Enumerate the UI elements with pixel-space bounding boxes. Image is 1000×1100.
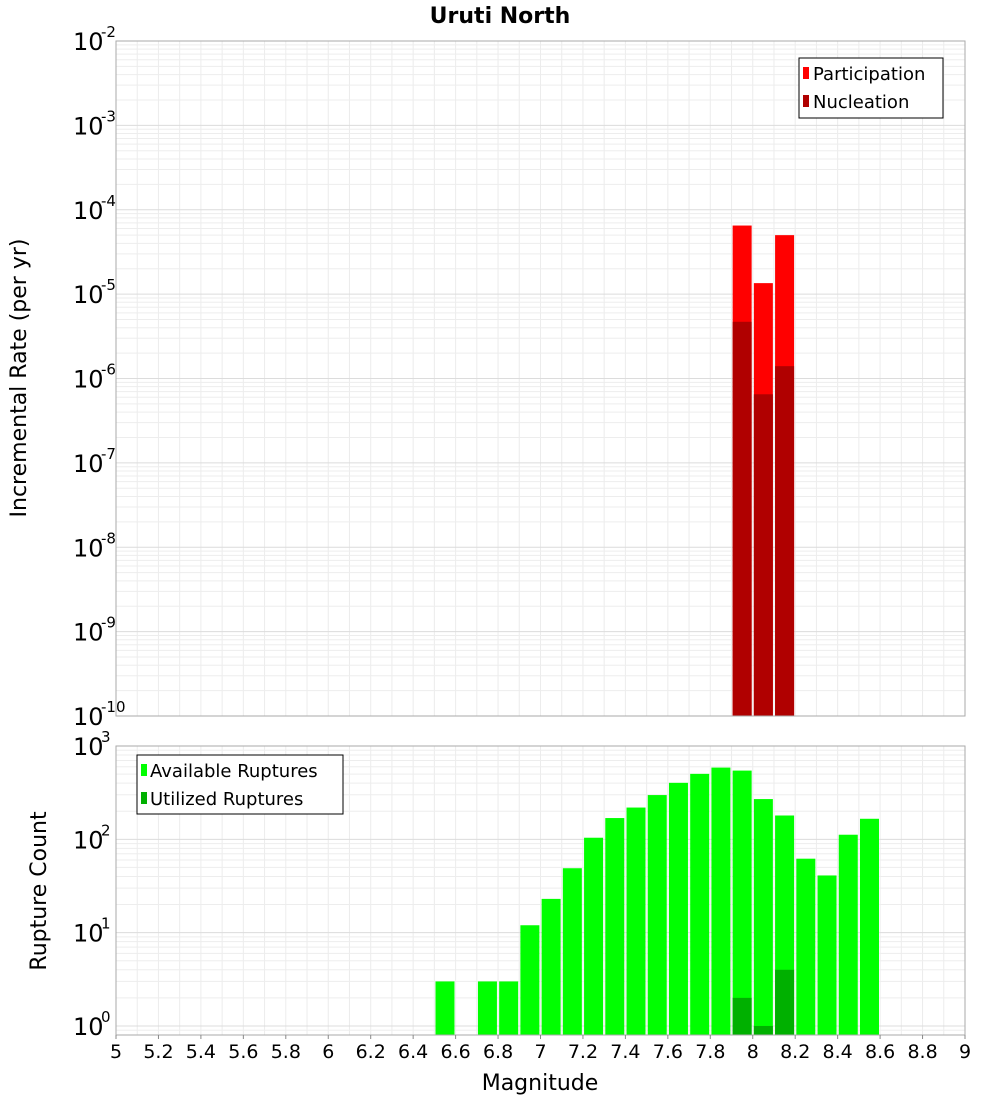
legend-label-utilized-ruptures: Utilized Ruptures bbox=[150, 789, 303, 810]
bottom-bar-available-ruptures bbox=[838, 834, 858, 1035]
top-y-tick-exponent: -8 bbox=[101, 529, 116, 547]
bottom-bar-available-ruptures bbox=[584, 837, 604, 1035]
x-tick-label: 8 bbox=[747, 1041, 759, 1063]
bottom-y-tick-label: 10 bbox=[73, 1013, 104, 1041]
top-y-tick-label: 10 bbox=[73, 281, 104, 309]
top-y-tick-exponent: -9 bbox=[101, 614, 116, 632]
top-y-tick-label: 10 bbox=[73, 366, 104, 394]
bottom-y-tick-exponent: 2 bbox=[101, 821, 111, 839]
top-y-tick-exponent: -4 bbox=[101, 192, 116, 210]
bottom-bar-available-ruptures bbox=[435, 981, 455, 1035]
top-gridlines bbox=[115, 40, 966, 717]
legend-swatch-utilized-ruptures bbox=[141, 792, 147, 804]
bottom-bar-utilized-ruptures bbox=[732, 997, 752, 1035]
bottom-bars bbox=[435, 767, 879, 1035]
legend-label-available-ruptures: Available Ruptures bbox=[150, 761, 318, 782]
bottom-bar-available-ruptures bbox=[690, 773, 710, 1035]
top-y-tick-exponent: -7 bbox=[101, 445, 116, 463]
bottom-bar-available-ruptures bbox=[711, 767, 731, 1035]
top-plot-frame bbox=[115, 40, 966, 717]
top-bars bbox=[732, 225, 795, 716]
bottom-bar-available-ruptures bbox=[817, 875, 837, 1035]
bottom-bar-utilized-ruptures bbox=[775, 969, 795, 1035]
bottom-bar-available-ruptures bbox=[668, 782, 688, 1035]
bottom-bar-available-ruptures bbox=[499, 981, 519, 1035]
bottom-bar-available-ruptures bbox=[562, 868, 582, 1035]
legend-label-participation: Participation bbox=[813, 64, 925, 85]
top-y-tick-exponent: -10 bbox=[101, 698, 126, 716]
top-bar-nucleation bbox=[753, 394, 773, 716]
bottom-y-tick-label: 10 bbox=[73, 920, 104, 948]
chart-title: Uruti North bbox=[430, 4, 571, 29]
top-bar-nucleation bbox=[732, 321, 752, 716]
x-tick-label: 8.8 bbox=[907, 1041, 937, 1063]
bottom-y-tick-label: 10 bbox=[73, 826, 104, 854]
bottom-y-tick-exponent: 3 bbox=[101, 728, 111, 746]
bottom-bar-available-ruptures bbox=[753, 799, 773, 1035]
x-tick-label: 5.4 bbox=[186, 1041, 216, 1063]
x-tick-label: 5 bbox=[110, 1041, 122, 1063]
bottom-bar-available-ruptures bbox=[647, 795, 667, 1035]
x-tick-label: 6.8 bbox=[483, 1041, 513, 1063]
bottom-y-axis-label: Rupture Count bbox=[27, 811, 52, 971]
bottom-bar-available-ruptures bbox=[520, 925, 540, 1035]
top-y-tick-exponent: -3 bbox=[101, 107, 116, 125]
top-panel: 10-210-310-410-510-610-710-810-910-10 In… bbox=[7, 23, 966, 731]
top-y-ticks: 10-210-310-410-510-610-710-810-910-10 bbox=[73, 23, 126, 731]
x-tick-label: 8.4 bbox=[823, 1041, 853, 1063]
top-legend-box bbox=[798, 57, 944, 119]
x-tick-label: 6.4 bbox=[398, 1041, 428, 1063]
legend-swatch-nucleation bbox=[803, 95, 809, 107]
top-y-tick-label: 10 bbox=[73, 197, 104, 225]
x-tick-label: 7.8 bbox=[695, 1041, 725, 1063]
x-axis-label: Magnitude bbox=[482, 1071, 599, 1096]
top-y-tick-label: 10 bbox=[73, 534, 104, 562]
top-y-tick-exponent: -2 bbox=[101, 23, 116, 41]
x-tick-label: 5.6 bbox=[228, 1041, 258, 1063]
legend-swatch-participation bbox=[803, 67, 809, 79]
bottom-bar-available-ruptures bbox=[626, 807, 646, 1035]
legend-label-nucleation: Nucleation bbox=[813, 92, 909, 113]
bottom-bar-available-ruptures bbox=[477, 981, 497, 1035]
bottom-y-tick-label: 10 bbox=[73, 733, 104, 761]
x-tick-label: 6 bbox=[322, 1041, 334, 1063]
x-tick-label: 7.4 bbox=[610, 1041, 640, 1063]
top-y-tick-exponent: -6 bbox=[101, 361, 116, 379]
x-tick-label: 8.2 bbox=[780, 1041, 810, 1063]
bottom-bar-available-ruptures bbox=[541, 898, 561, 1035]
x-tick-label: 7 bbox=[534, 1041, 546, 1063]
x-tick-label: 6.6 bbox=[440, 1041, 470, 1063]
top-y-axis-label: Incremental Rate (per yr) bbox=[7, 239, 32, 518]
top-y-tick-label: 10 bbox=[73, 703, 104, 731]
bottom-bar-available-ruptures bbox=[732, 770, 752, 1035]
x-tick-label: 7.6 bbox=[653, 1041, 683, 1063]
top-y-tick-label: 10 bbox=[73, 450, 104, 478]
bottom-legend-box bbox=[136, 754, 344, 815]
bottom-bar-available-ruptures bbox=[796, 858, 816, 1035]
x-tick-label: 9 bbox=[959, 1041, 971, 1063]
bottom-bar-available-ruptures bbox=[859, 818, 879, 1035]
x-tick-label: 7.2 bbox=[568, 1041, 598, 1063]
top-y-tick-exponent: -5 bbox=[101, 276, 116, 294]
top-y-tick-label: 10 bbox=[73, 28, 104, 56]
bottom-bar-utilized-ruptures bbox=[753, 1025, 773, 1035]
bottom-bar-available-ruptures bbox=[605, 818, 625, 1035]
bottom-y-tick-exponent: 0 bbox=[101, 1008, 111, 1026]
x-tick-label: 5.8 bbox=[271, 1041, 301, 1063]
x-tick-label: 5.2 bbox=[143, 1041, 173, 1063]
top-y-tick-label: 10 bbox=[73, 112, 104, 140]
top-y-tick-label: 10 bbox=[73, 619, 104, 647]
x-tick-label: 6.2 bbox=[356, 1041, 386, 1063]
top-legend: Participation Nucleation bbox=[798, 57, 944, 119]
bottom-y-tick-exponent: 1 bbox=[101, 915, 111, 933]
bottom-x-ticks: 5 5.2 5.4 5.6 5.8 6 6.2 6.4 6.6 6.8 7 7.2 7.4 7.6 7.8 8… bbox=[110, 1035, 971, 1063]
legend-swatch-available-ruptures bbox=[141, 764, 147, 776]
top-bar-nucleation bbox=[775, 366, 795, 716]
x-tick-label: 8.6 bbox=[865, 1041, 895, 1063]
bottom-legend: Available Ruptures Utilized Ruptures bbox=[136, 754, 344, 815]
